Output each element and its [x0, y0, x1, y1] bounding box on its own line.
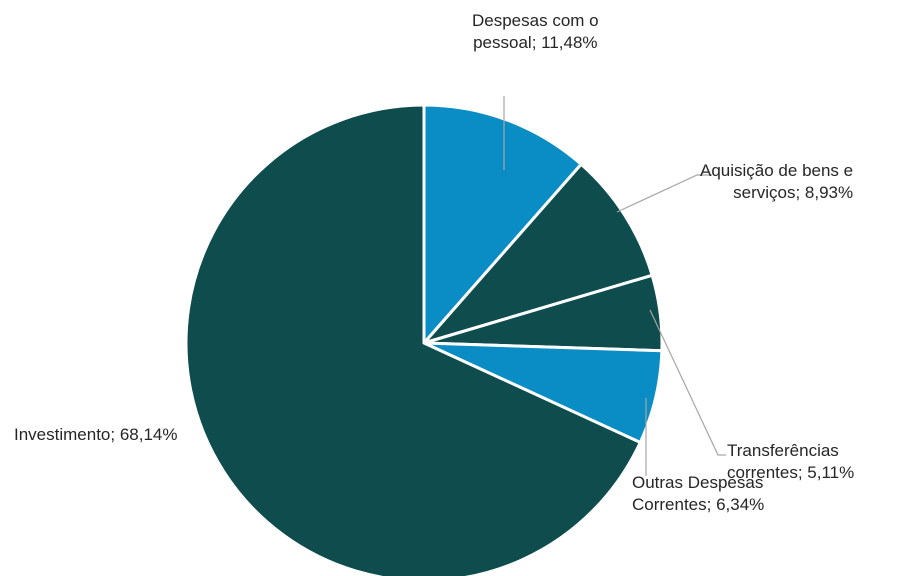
label-outras-despesas-correntes: Outras Despesas Correntes; 6,34% [632, 472, 764, 516]
label-investimento: Investimento; 68,14% [14, 424, 177, 446]
leader-line-aquisicao-bens-servicos [617, 175, 712, 212]
label-aquisicao-bens-servicos: Aquisição de bens e serviços; 8,93% [700, 160, 853, 204]
label-despesas-pessoal: Despesas com o pessoal; 11,48% [472, 10, 599, 54]
